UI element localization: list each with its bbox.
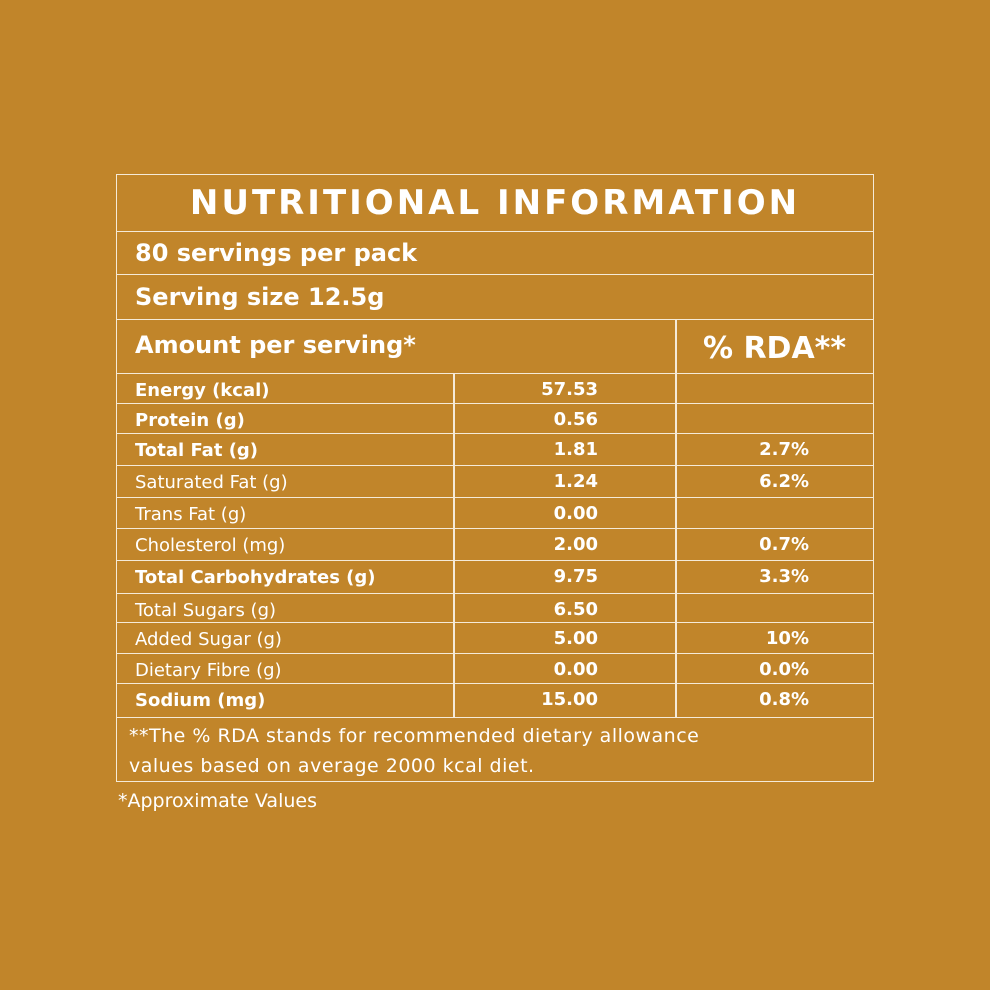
nutrient-value: 1.81 [553,439,598,460]
nutrient-rda: 0.8% [759,689,809,710]
nutrient-label: Energy (kcal) [135,380,270,401]
nutrient-rda: 2.7% [759,439,809,460]
nutrient-row: Saturated Fat (g) 1.24 6.2% [117,466,873,498]
nutrition-table: NUTRITIONAL INFORMATION 80 servings per … [116,174,874,782]
nutrient-row: Protein (g) 0.56 [117,404,873,434]
nutrient-rda [675,404,809,433]
amount-per-serving-label: Amount per serving* [135,331,416,359]
nutrient-label: Sodium (mg) [135,690,266,711]
nutrient-row: Trans Fat (g) 0.00 [117,498,873,529]
nutrient-rda: 10% [765,628,809,649]
rda-footnote: **The % RDA stands for recommended dieta… [129,721,699,781]
nutrient-value: 9.75 [553,566,598,587]
nutrient-row: Total Carbohydrates (g) 9.75 3.3% [117,561,873,594]
nutrient-value: 0.56 [553,409,598,430]
nutrient-label: Total Sugars (g) [135,600,277,621]
nutrient-value: 57.53 [541,379,598,400]
table-title: NUTRITIONAL INFORMATION [117,175,873,232]
nutrient-value: 0.00 [553,503,598,524]
column-divider [675,320,677,718]
nutrient-rda: 0.0% [759,659,809,680]
nutrient-row: Added Sugar (g) 5.00 10% [117,623,873,654]
nutrient-value: 1.24 [553,471,598,492]
nutrient-value: 2.00 [553,534,598,555]
nutrient-rda [675,594,809,622]
nutrient-label: Saturated Fat (g) [135,472,288,493]
nutrient-label: Dietary Fibre (g) [135,660,282,681]
nutrient-row: Energy (kcal) 57.53 [117,374,873,404]
nutrient-value: 15.00 [541,689,598,710]
nutrient-rda [675,498,809,528]
nutrient-row: Total Sugars (g) 6.50 [117,594,873,623]
footnote-line-1: **The % RDA stands for recommended dieta… [129,725,700,747]
nutrient-rda [675,374,809,403]
nutrient-label: Trans Fat (g) [135,504,247,525]
nutrient-rda: 3.3% [759,566,809,587]
nutrient-row: Total Fat (g) 1.81 2.7% [117,434,873,466]
nutrient-label: Cholesterol (mg) [135,535,286,556]
nutrient-value: 0.00 [553,659,598,680]
amount-header-row: Amount per serving* % RDA** [117,320,873,374]
approximate-values-note: *Approximate Values [118,790,317,812]
footnote-line-2: values based on average 2000 kcal diet. [129,755,535,777]
serving-size: Serving size 12.5g [117,275,873,320]
rda-header: % RDA** [675,320,873,374]
column-divider [453,374,455,718]
nutrient-value: 5.00 [553,628,598,649]
nutrient-row: Dietary Fibre (g) 0.00 0.0% [117,654,873,684]
nutrient-label: Total Fat (g) [135,440,259,461]
nutrient-label: Protein (g) [135,410,245,431]
nutrient-value: 6.50 [553,599,598,620]
nutrient-rda: 6.2% [759,471,809,492]
nutrient-row: Cholesterol (mg) 2.00 0.7% [117,529,873,561]
nutrient-label: Added Sugar (g) [135,629,282,650]
servings-per-pack: 80 servings per pack [117,232,873,275]
nutrient-row: Sodium (mg) 15.00 0.8% [117,684,873,718]
nutrient-rda: 0.7% [759,534,809,555]
nutrient-label: Total Carbohydrates (g) [135,567,376,588]
